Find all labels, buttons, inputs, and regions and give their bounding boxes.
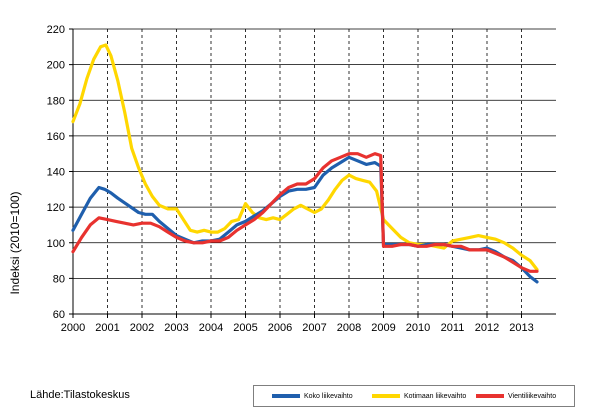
series-lines [71, 43, 539, 284]
legend-item-kotimaan: Kotimaan liikevaihto [372, 386, 466, 406]
y-tick-label: 120 [47, 202, 65, 214]
series-line-vientiliikevaihto [71, 152, 539, 273]
legend-item-vienti: Vientiliikevaihto [476, 386, 556, 406]
x-tick-label: 2010 [406, 322, 430, 334]
series-line-kotimaan-liikevaihto [71, 43, 539, 272]
legend-label-koko: Koko liikevaihto [304, 392, 353, 400]
x-tick-label: 2009 [371, 322, 395, 334]
axes [69, 28, 556, 318]
y-tick-label: 220 [47, 24, 65, 36]
legend-item-koko: Koko liikevaihto [272, 386, 353, 406]
legend: Koko liikevaihto Kotimaan liikevaihto Vi… [253, 385, 575, 407]
x-tick-label: 2008 [337, 322, 361, 334]
x-tick-label: 2000 [61, 322, 85, 334]
x-tick-label: 2001 [95, 322, 119, 334]
y-tick-label: 100 [47, 238, 65, 250]
x-tick-label: 2003 [164, 322, 188, 334]
x-tick-label: 2013 [509, 322, 533, 334]
x-tick-label: 2004 [199, 322, 223, 334]
x-tick-label: 2012 [475, 322, 499, 334]
y-tick-label: 180 [47, 95, 65, 107]
x-tick-labels: 2000 2001 2002 2003 2004 2005 2006 2007 2008 2009… [61, 322, 534, 334]
x-tick-label: 2005 [233, 322, 257, 334]
y-tick-label: 160 [47, 131, 65, 143]
y-tick-label: 140 [47, 167, 65, 179]
y-tick-label: 200 [47, 60, 65, 72]
x-tick-label: 2007 [302, 322, 326, 334]
legend-label-kotimaan: Kotimaan liikevaihto [404, 392, 467, 400]
legend-swatch-koko [272, 394, 300, 398]
y-tick-label: 80 [53, 273, 65, 285]
x-tick-label: 2011 [441, 322, 465, 334]
legend-label-vienti: Vientiliikevaihto [508, 392, 557, 400]
legend-swatch-vienti [476, 394, 504, 398]
y-axis-label: Indeksi (2010=100) [8, 191, 22, 294]
y-tick-label: 60 [53, 309, 65, 321]
x-tick-label: 2006 [268, 322, 292, 334]
legend-swatch-kotimaan [372, 394, 400, 398]
grid-lines [73, 28, 556, 314]
source-text: Lähde:Tilastokeskus [30, 389, 130, 401]
y-tick-labels: 60 80 100 120 140 160 180 200 220 [47, 24, 65, 321]
x-tick-label: 2002 [130, 322, 154, 334]
